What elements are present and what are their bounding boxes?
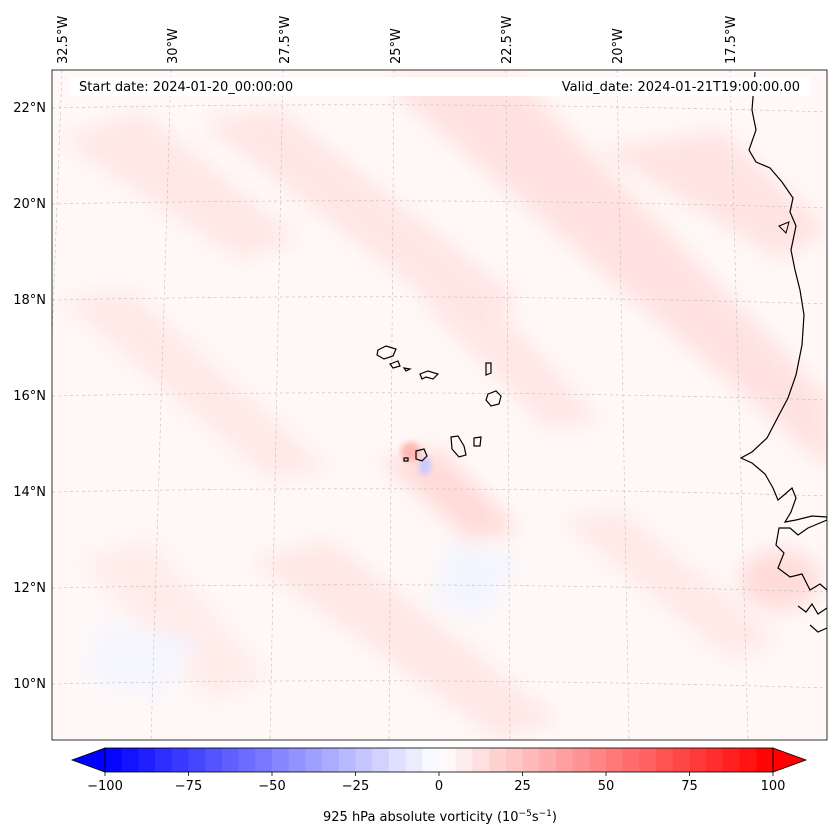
colorbar-segment xyxy=(305,748,323,772)
colorbar-segment xyxy=(355,748,373,772)
colorbar-segment xyxy=(639,748,657,772)
lon-label: 25°W xyxy=(389,28,404,64)
colorbar-segment xyxy=(472,748,490,772)
island-boa-vista xyxy=(485,390,502,407)
lat-label: 14°N xyxy=(13,485,46,500)
colorbar-segment xyxy=(405,748,423,772)
african-coastline xyxy=(739,71,827,633)
colorbar-segment xyxy=(489,748,507,772)
colorbar-tick-label: −75 xyxy=(175,779,202,794)
colorbar-segment xyxy=(756,748,774,772)
colorbar-segment xyxy=(656,748,674,772)
lon-label: 32.5°W xyxy=(56,16,71,64)
lat-label: 22°N xyxy=(13,101,46,116)
colorbar-segment xyxy=(272,748,290,772)
colorbar-segment xyxy=(171,748,189,772)
colorbar-segment xyxy=(505,748,523,772)
island-santa-luzia xyxy=(402,367,412,372)
colorbar-tick-label: 0 xyxy=(435,779,443,794)
colorbar-segment xyxy=(522,748,540,772)
lon-label: 30°W xyxy=(166,28,181,64)
colorbar-segment xyxy=(606,748,624,772)
colorbar-max-extend-arrow xyxy=(772,747,808,773)
colorbar-segment xyxy=(589,748,607,772)
start-date-label: Start date: 2024-01-20_00:00:00 xyxy=(79,80,293,95)
colorbar-tick-label: 100 xyxy=(761,779,786,794)
colorbar-tick-label: −25 xyxy=(342,779,369,794)
lon-label: 20°W xyxy=(611,28,626,64)
island-sal xyxy=(485,362,492,376)
longitude-labels: 32.5°W 30°W 27.5°W 25°W 22.5°W 20°W 17.5… xyxy=(56,16,739,64)
colorbar-segment xyxy=(121,748,139,772)
colorbar-segment xyxy=(155,748,173,772)
island-sao-vicente xyxy=(389,360,401,369)
lon-label: 27.5°W xyxy=(278,16,293,64)
colorbar-segment xyxy=(706,748,724,772)
colorbar-segment xyxy=(622,748,640,772)
colorbar-segment xyxy=(689,748,707,772)
island-brava xyxy=(403,457,409,462)
coastal-inlet xyxy=(778,221,790,234)
colorbar-segment xyxy=(722,748,741,772)
colorbar-tick-label: 75 xyxy=(681,779,698,794)
lat-label: 18°N xyxy=(13,293,46,308)
colorbar-segment xyxy=(338,748,356,772)
island-fogo xyxy=(415,448,428,462)
colorbar-segment xyxy=(138,748,156,772)
colorbar-segment xyxy=(322,748,340,772)
island-sao-nicolau xyxy=(419,370,440,380)
colorbar-tick-label: −50 xyxy=(258,779,285,794)
colorbar-segment xyxy=(739,748,757,772)
colorbar-ticks: −100 −75 −50 −25 0 25 50 75 100 xyxy=(87,772,785,794)
colorbar-title: 925 hPa absolute vorticity (10−5s−1) xyxy=(323,809,557,825)
lat-label: 16°N xyxy=(13,389,46,404)
island-maio xyxy=(473,436,482,447)
colorbar-segment xyxy=(372,748,390,772)
valid-date-label: Valid_date: 2024-01-21T19:00:00.00 xyxy=(562,80,800,95)
lat-label: 10°N xyxy=(13,677,46,692)
colorbar-segment xyxy=(539,748,557,772)
colorbar-segment xyxy=(422,748,440,772)
colorbar-tick-label: −100 xyxy=(87,779,123,794)
colorbar-segment xyxy=(205,748,223,772)
colorbar: −100 −75 −50 −25 0 25 50 75 100 925 hPa absolute… xyxy=(70,747,808,825)
lon-label: 17.5°W xyxy=(724,16,739,64)
vorticity-field xyxy=(52,70,827,740)
lon-label: 22.5°W xyxy=(500,16,515,64)
colorbar-segment xyxy=(105,748,123,772)
lat-label: 20°N xyxy=(13,197,46,212)
colorbar-tick-label: 25 xyxy=(514,779,531,794)
colorbar-tick-label: 50 xyxy=(598,779,615,794)
lat-label: 12°N xyxy=(13,581,46,596)
colorbar-segments xyxy=(105,748,774,772)
graticule xyxy=(52,70,827,740)
colorbar-min-extend-arrow xyxy=(70,747,106,773)
latitude-labels: 22°N 20°N 18°N 16°N 14°N 12°N 10°N xyxy=(13,101,46,692)
colorbar-segment xyxy=(188,748,206,772)
colorbar-segment xyxy=(555,748,574,772)
colorbar-segment xyxy=(288,748,306,772)
colorbar-segment xyxy=(672,748,690,772)
date-banner xyxy=(70,77,810,96)
cape-verde-islands xyxy=(376,345,502,462)
map-frame xyxy=(51,69,828,741)
colorbar-segment xyxy=(439,748,457,772)
island-santiago xyxy=(450,435,467,458)
colorbar-segment xyxy=(455,748,473,772)
colorbar-segment xyxy=(255,748,273,772)
colorbar-segment xyxy=(572,748,590,772)
map-panel: Start date: 2024-01-20_00:00:00 Valid_da… xyxy=(51,69,828,741)
island-santo-antao xyxy=(376,345,397,360)
colorbar-segment xyxy=(388,748,407,772)
colorbar-segment xyxy=(221,748,240,772)
colorbar-segment xyxy=(238,748,256,772)
